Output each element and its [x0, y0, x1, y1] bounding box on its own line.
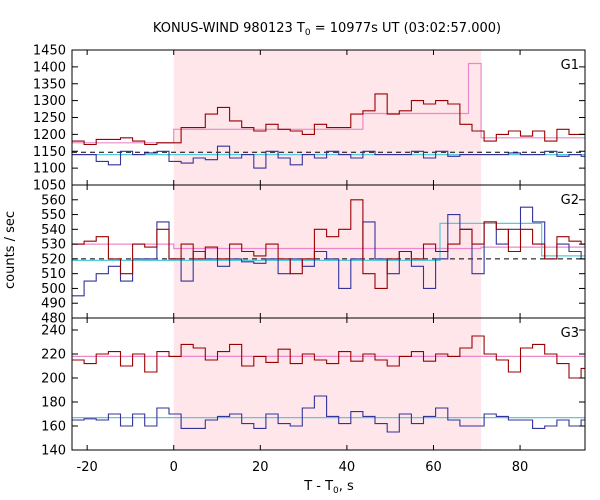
panel-g2: [72, 199, 585, 297]
panel-g3-frame: [71, 317, 586, 451]
y-tick-label: 480: [41, 312, 66, 327]
y-tick-label: 1450: [33, 44, 66, 59]
panel-g1-blue-series: [72, 145, 585, 169]
panel-g3-red-series: [72, 335, 585, 379]
x-axis-title: T - T0, s: [303, 479, 354, 496]
y-tick-label: 1100: [33, 162, 66, 177]
chart-title: KONUS-WIND 980123 T0 = 10977s UT (03:02:…: [153, 21, 501, 38]
y-tick-label: 500: [41, 282, 66, 297]
y-tick-label: 540: [41, 223, 66, 238]
y-tick-label: 1400: [33, 60, 66, 75]
x-tick-label: 60: [425, 460, 442, 475]
x-tick-label: 40: [339, 460, 356, 475]
y-tick-label: 1250: [33, 111, 66, 126]
y-tick-label: 530: [41, 238, 66, 253]
y-tick-label: 560: [41, 193, 66, 208]
panel-g1-red-series: [72, 93, 585, 146]
y-tick-label: 510: [41, 267, 66, 282]
panel-g1-pink-model-line: [72, 62, 585, 144]
panel-g2-cyan-model-line: [72, 222, 585, 261]
y-tick-label: 1200: [33, 128, 66, 143]
panel-g3-blue-series: [72, 395, 585, 433]
x-tick-label: 0: [170, 460, 178, 475]
axes-layer: 105011001150120012501300135014001450G148…: [33, 44, 586, 475]
y-tick-label: 200: [41, 372, 66, 387]
panel-label-g3: G3: [561, 326, 579, 341]
y-tick-label: 160: [41, 420, 66, 435]
panel-label-g1: G1: [561, 58, 579, 73]
y-axis-title: counts / sec: [3, 211, 18, 289]
y-tick-label: 1150: [33, 145, 66, 160]
panel-label-g2: G2: [561, 193, 579, 208]
y-tick-label: 1300: [33, 94, 66, 109]
y-tick-label: 240: [41, 324, 66, 339]
y-tick-label: 140: [41, 444, 66, 459]
y-tick-label: 520: [41, 252, 66, 267]
panel-g3: [72, 335, 585, 433]
panel-g2-red-series: [72, 199, 585, 289]
y-tick-label: 490: [41, 297, 66, 312]
y-tick-label: 220: [41, 348, 66, 363]
x-tick-label: 20: [252, 460, 269, 475]
y-tick-label: 550: [41, 208, 66, 223]
burst-interval-shading: [173, 50, 482, 450]
x-tick-label: 80: [512, 460, 529, 475]
y-tick-label: 1050: [33, 179, 66, 194]
panel-g1: [72, 62, 585, 169]
burst-interval-band: [173, 50, 482, 450]
y-tick-label: 180: [41, 396, 66, 411]
series-layer: [72, 62, 585, 433]
y-tick-label: 1350: [33, 77, 66, 92]
x-tick-label: -20: [77, 460, 98, 475]
